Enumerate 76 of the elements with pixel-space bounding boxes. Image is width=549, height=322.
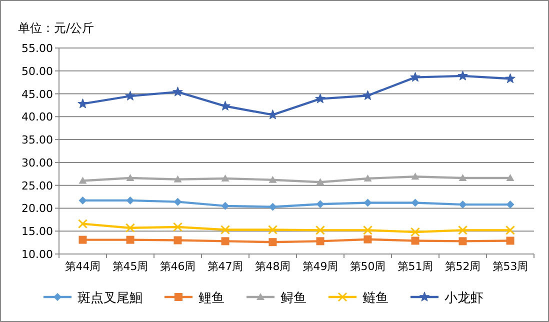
point bbox=[78, 196, 87, 204]
point bbox=[78, 219, 88, 229]
point bbox=[268, 110, 278, 120]
point bbox=[174, 175, 182, 182]
point bbox=[126, 236, 134, 244]
point bbox=[316, 178, 324, 186]
point bbox=[174, 236, 182, 244]
point bbox=[173, 222, 182, 232]
point bbox=[268, 224, 278, 234]
point bbox=[458, 200, 467, 209]
point bbox=[506, 225, 515, 235]
legend-label: 鲢鱼 bbox=[362, 291, 388, 306]
y-tick-label: 25.00 bbox=[22, 179, 53, 192]
point bbox=[411, 198, 420, 207]
point bbox=[174, 198, 182, 206]
point bbox=[316, 200, 324, 208]
point bbox=[78, 236, 87, 244]
point bbox=[268, 176, 277, 183]
point bbox=[221, 202, 230, 210]
point bbox=[411, 236, 420, 245]
point bbox=[268, 202, 277, 211]
x-tick-label: 第45周 bbox=[112, 260, 148, 273]
x-tick-label: 第44周 bbox=[64, 260, 101, 273]
point bbox=[458, 70, 468, 80]
y-tick-label: 10.00 bbox=[22, 248, 53, 261]
point bbox=[506, 200, 514, 209]
point bbox=[316, 225, 325, 235]
point bbox=[78, 98, 88, 108]
point bbox=[220, 100, 230, 110]
point bbox=[505, 73, 516, 84]
legend-label: 小龙虾 bbox=[444, 291, 484, 306]
y-tick-label: 50.00 bbox=[22, 64, 53, 78]
x-tick-label: 第53周 bbox=[492, 260, 528, 273]
x-tick-label: 第48周 bbox=[254, 260, 291, 273]
y-tick-label: 15.00 bbox=[22, 225, 53, 238]
point bbox=[458, 174, 467, 182]
point bbox=[315, 94, 326, 104]
y-tick-label: 20.00 bbox=[22, 202, 53, 216]
point bbox=[364, 174, 372, 182]
point bbox=[316, 237, 324, 246]
point bbox=[220, 224, 230, 234]
x-tick-label: 第47周 bbox=[207, 260, 244, 273]
legend-label: 斑点叉尾鮰 bbox=[78, 291, 142, 306]
point bbox=[364, 198, 372, 207]
point bbox=[362, 90, 373, 100]
y-tick-label: 40.00 bbox=[22, 110, 53, 124]
point bbox=[268, 238, 277, 246]
chart-title: 单位：元/公斤 bbox=[18, 21, 94, 35]
y-tick-label: 35.00 bbox=[22, 134, 53, 147]
y-tick-label: 30.00 bbox=[22, 156, 53, 170]
x-tick-label: 第46周 bbox=[160, 260, 196, 273]
point bbox=[126, 223, 135, 233]
y-tick-label: 45.00 bbox=[22, 88, 53, 101]
point bbox=[411, 172, 420, 180]
point bbox=[506, 236, 514, 245]
legend-label: 鲟鱼 bbox=[280, 291, 306, 306]
point bbox=[172, 86, 183, 96]
x-tick-label: 第51周 bbox=[397, 260, 434, 273]
point bbox=[410, 72, 420, 82]
point bbox=[221, 174, 230, 182]
x-tick-label: 第49周 bbox=[302, 260, 338, 273]
point bbox=[506, 174, 514, 182]
point bbox=[126, 174, 134, 182]
x-tick-label: 第50周 bbox=[350, 260, 386, 273]
point bbox=[78, 176, 87, 184]
point bbox=[126, 196, 134, 204]
legend-label: 鲤鱼 bbox=[198, 291, 224, 306]
point bbox=[458, 237, 467, 246]
point bbox=[364, 235, 372, 244]
point bbox=[458, 225, 468, 235]
y-tick-label: 55.00 bbox=[22, 42, 53, 55]
point bbox=[363, 225, 372, 235]
x-tick-label: 第52周 bbox=[444, 260, 481, 273]
point bbox=[125, 90, 136, 100]
point bbox=[410, 227, 420, 237]
point bbox=[221, 237, 230, 246]
